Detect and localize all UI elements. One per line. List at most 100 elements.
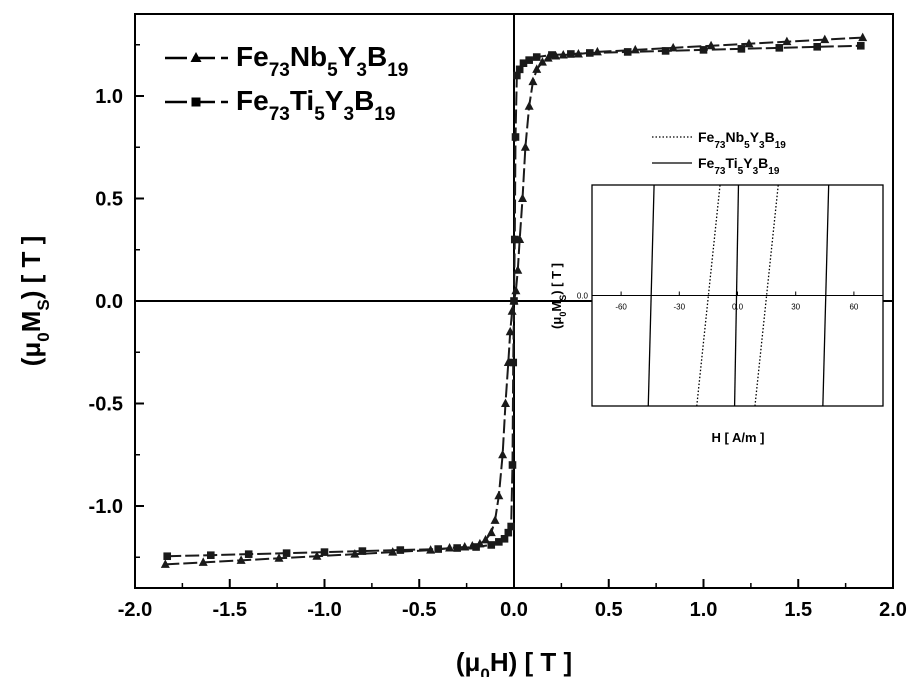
data-point-square [495, 538, 503, 546]
x-tick-label: 0.0 [500, 599, 528, 621]
data-point-square [507, 522, 515, 531]
x-tick-label: -0.5 [402, 599, 436, 621]
data-point-square [508, 461, 517, 469]
legend-formula-part: 19 [775, 140, 787, 151]
data-point-square [661, 47, 670, 55]
legend-formula-part: Fe [698, 129, 715, 145]
data-point-square [515, 65, 524, 74]
legend-formula-part: 19 [387, 60, 408, 81]
data-point-square [856, 41, 865, 50]
data-point-square [434, 545, 442, 553]
data-point-square [500, 535, 509, 543]
data-point-square [207, 551, 215, 559]
legend-formula-part: Fe [236, 41, 269, 72]
mu-symbol: μ [464, 647, 480, 677]
data-point-triangle [498, 449, 508, 459]
legend-formula-part: 3 [356, 60, 367, 81]
y-axis-title: (μ0MS) [ T ] [16, 236, 53, 367]
data-point-triangle [528, 76, 538, 86]
y-tick-label: 0.5 [95, 189, 123, 211]
inset-x-tick-label: 0.0 [732, 303, 744, 312]
data-point-triangle [537, 57, 547, 66]
inset-x-tick-label: -60 [615, 303, 627, 312]
inset-y-tick-label: 0.0 [577, 292, 589, 301]
data-point-square [623, 48, 632, 56]
data-point-square [163, 552, 172, 561]
data-point-triangle [507, 306, 517, 315]
inset-legend-label: Fe73Ti5Y3B19 [698, 155, 780, 177]
data-point-triangle [513, 265, 523, 274]
axis-label-subscript: S [558, 295, 568, 301]
data-point-triangle [524, 101, 534, 110]
legend-formula-part: 5 [744, 140, 750, 151]
data-point-square [513, 71, 521, 80]
data-point-square [510, 297, 518, 305]
axis-label-part: ) [ T ] [549, 263, 564, 295]
data-point-triangle [782, 36, 792, 46]
data-point-square [510, 235, 519, 244]
legend-formula-part: 5 [738, 166, 744, 177]
inset-hysteresis-branch [647, 184, 655, 407]
data-point-square [396, 546, 405, 554]
legend-formula-part: 3 [759, 140, 765, 151]
inset-x-tick-label: 30 [791, 303, 800, 312]
data-point-square [532, 53, 541, 61]
x-tick-label: -1.5 [213, 599, 247, 621]
inset-legend-label: Fe73Nb5Y3B19 [698, 129, 786, 151]
data-point-square [244, 550, 253, 558]
legend-formula-part: 3 [753, 166, 759, 177]
data-point-triangle [486, 527, 496, 537]
data-point-square [699, 46, 708, 54]
data-point-triangle [505, 326, 515, 336]
x-tick-label: -2.0 [118, 599, 152, 621]
axis-label-part: H) [ T ] [490, 647, 572, 677]
data-point-triangle [350, 549, 360, 558]
legend-formula-part: B [758, 155, 768, 171]
x-tick-label: 0.5 [595, 599, 623, 621]
data-point-square [282, 549, 291, 557]
inset-series-fe73ti5y3b19 [647, 184, 830, 407]
axis-label-subscript: S [34, 299, 53, 310]
data-point-square [472, 543, 480, 551]
series-fe73ti5y3b19 [163, 41, 865, 561]
data-point-square [504, 528, 513, 537]
legend-formula-part: Ti [290, 85, 314, 116]
data-point-triangle [820, 34, 830, 44]
axis-label-subscript: 0 [480, 665, 489, 677]
data-point-triangle [494, 490, 504, 500]
data-point-triangle [490, 515, 500, 524]
legend-marker-square [191, 97, 201, 107]
x-tick-label: 1.5 [784, 599, 812, 621]
legend-entry: Fe73Nb5Y3B19 [165, 41, 408, 81]
data-point-triangle [274, 553, 284, 562]
data-point-triangle [388, 547, 398, 556]
mu-symbol: μ [549, 317, 564, 325]
data-point-square [320, 548, 329, 556]
legend-formula-part: Y [743, 155, 753, 171]
data-point-triangle [198, 557, 208, 566]
axis-label-part: ) [ T ] [16, 236, 46, 300]
data-point-triangle [160, 559, 170, 568]
data-point-triangle [312, 551, 322, 560]
legend-formula-part: Y [750, 129, 760, 145]
legend-formula-part: Fe [698, 155, 715, 171]
legend-formula-part: 5 [314, 104, 325, 125]
data-point-square [453, 544, 461, 552]
legend-formula-part: Nb [725, 129, 744, 145]
data-point-triangle [236, 555, 246, 564]
axis-label-part: ( [456, 647, 465, 677]
legend-formula-part: 3 [343, 104, 354, 125]
inset-legend-entry: Fe73Ti5Y3B19 [652, 155, 780, 177]
data-point-square [525, 56, 533, 64]
x-tick-label: 2.0 [879, 599, 907, 621]
legend-formula-part: Fe [236, 85, 269, 116]
data-point-triangle [532, 64, 542, 73]
data-point-square [519, 59, 528, 67]
inset-x-tick-label: 60 [849, 303, 858, 312]
data-point-triangle [744, 38, 754, 48]
axis-label-part: ( [549, 324, 564, 329]
data-point-square [509, 358, 518, 367]
legend-formula-part: 73 [714, 140, 726, 151]
data-point-triangle [520, 142, 530, 151]
